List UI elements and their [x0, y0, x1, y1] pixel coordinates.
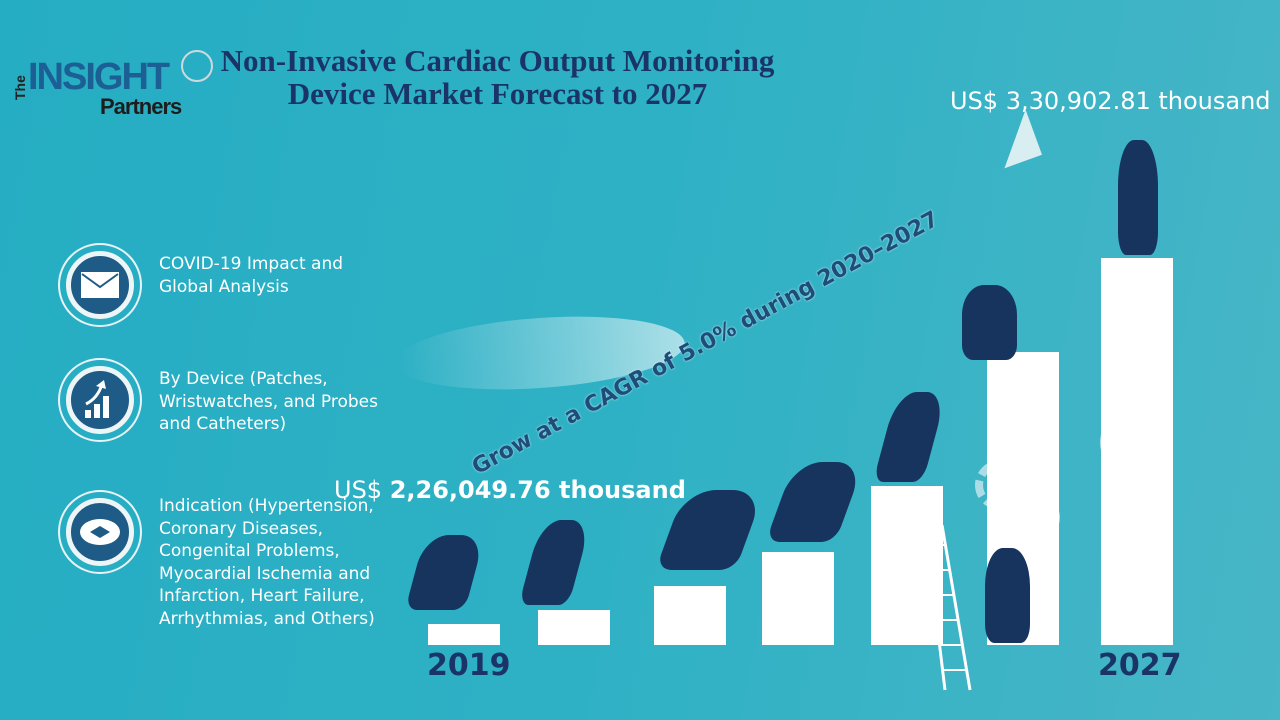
- bar: [428, 624, 500, 645]
- start-year: 2019: [427, 648, 511, 683]
- businesswoman-figure: [518, 520, 592, 605]
- handshake-icon: [58, 490, 142, 574]
- segment-label: By Device (Patches, Wristwatches, and Pr…: [159, 369, 378, 434]
- growth-arrowhead: [987, 109, 1043, 169]
- bar: [1101, 258, 1173, 645]
- celebrating-businessman-figure: [1118, 140, 1158, 255]
- currency-prefix: US$: [334, 476, 390, 504]
- businessman-figure: [404, 535, 486, 610]
- end-value-label: US$ 3,30,902.81 thousand: [950, 87, 1271, 115]
- bar: [654, 586, 726, 645]
- segment-label: Indication (Hypertension, Coronary Disea…: [159, 496, 375, 629]
- logo-partners: Partners: [100, 94, 182, 119]
- bar: [538, 610, 610, 645]
- businessman-figure: [962, 285, 1017, 360]
- end-year: 2027: [1098, 648, 1182, 683]
- logo-ring: [181, 50, 213, 82]
- businesswoman-figure: [872, 392, 948, 482]
- start-value: 2,26,049.76 thousand: [389, 476, 686, 504]
- logo-the: The: [12, 75, 28, 100]
- start-value-label: US$ 2,26,049.76 thousand: [334, 476, 686, 504]
- page-title: Non-Invasive Cardiac Output Monitoring D…: [220, 43, 775, 112]
- logo: The INSIGHT Partners: [6, 48, 216, 124]
- segment-label: COVID-19 Impact and Global Analysis: [159, 254, 344, 297]
- bar: [762, 552, 834, 645]
- logo-insight: INSIGHT: [28, 56, 170, 98]
- businessman-figure: [765, 462, 865, 542]
- growth-chart-icon: [58, 358, 142, 442]
- ladder: [923, 525, 972, 691]
- businessman-figure: [985, 548, 1030, 643]
- envelope-icon: [58, 243, 142, 327]
